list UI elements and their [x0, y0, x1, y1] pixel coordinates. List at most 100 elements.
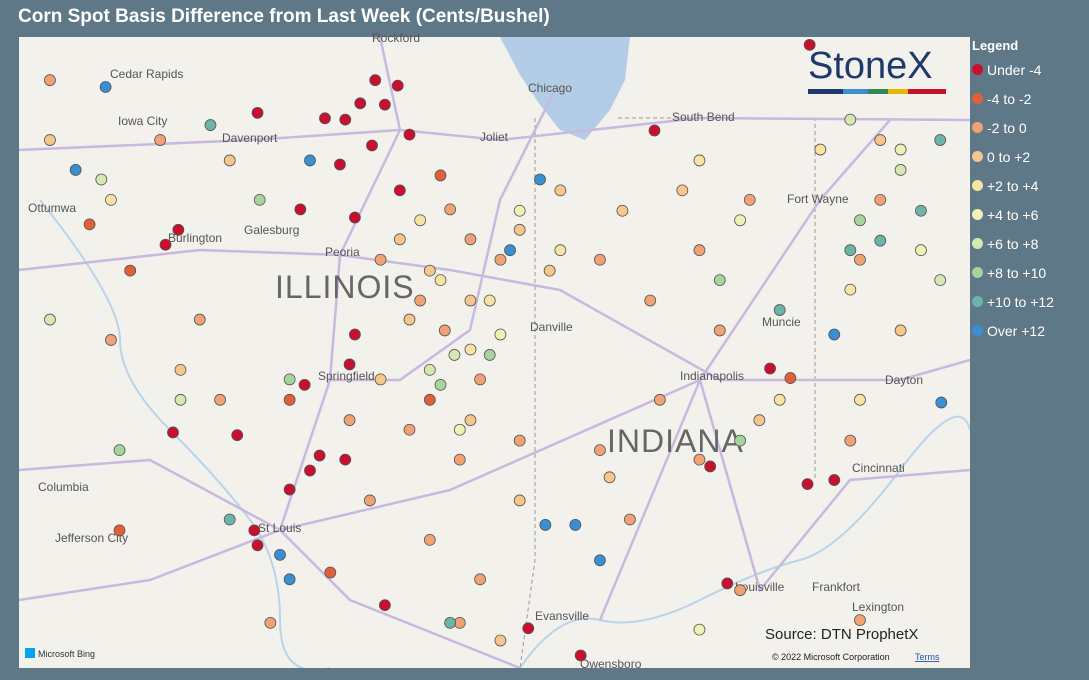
basis-point — [494, 253, 507, 266]
legend-label: 0 to +2 — [987, 148, 1031, 165]
logo: StoneX — [808, 45, 946, 94]
basis-point — [423, 393, 436, 406]
basis-point — [693, 154, 706, 167]
basis-point — [343, 414, 356, 427]
basis-point — [574, 649, 587, 662]
basis-point — [174, 363, 187, 376]
copyright: © 2022 Microsoft Corporation — [772, 652, 890, 662]
basis-point — [223, 513, 236, 526]
basis-point — [464, 294, 477, 307]
legend-swatch — [972, 151, 983, 162]
basis-point — [874, 234, 887, 247]
basis-point — [105, 334, 117, 346]
basis-point — [354, 97, 367, 110]
city-label: Peoria — [325, 245, 360, 259]
legend-item: 0 to +2 — [972, 142, 1054, 171]
legend-item: +8 to +10 — [972, 258, 1054, 287]
basis-point — [214, 393, 226, 406]
basis-point — [539, 519, 552, 531]
city-label: St Louis — [258, 521, 301, 535]
basis-point — [283, 373, 296, 386]
city-label: Cincinnati — [852, 461, 905, 475]
basis-point — [648, 124, 661, 137]
basis-point — [251, 539, 264, 552]
terms-link[interactable]: Terms — [915, 652, 940, 662]
basis-point — [894, 143, 907, 156]
city-label: Fort Wayne — [787, 192, 849, 206]
legend-item: +4 to +6 — [972, 200, 1054, 229]
basis-point — [734, 434, 747, 447]
basis-point — [616, 204, 629, 217]
basis-point — [444, 203, 457, 216]
basis-point — [474, 573, 487, 586]
legend-swatch — [972, 267, 983, 278]
basis-point — [693, 623, 706, 636]
basis-point — [378, 599, 391, 612]
basis-point — [828, 328, 841, 341]
basis-point — [894, 324, 907, 337]
city-label: Rockford — [372, 31, 420, 45]
legend-swatch — [972, 122, 983, 133]
legend-swatch — [972, 325, 983, 336]
basis-point — [543, 264, 556, 277]
basis-point — [44, 74, 56, 87]
basis-point — [935, 396, 948, 409]
city-label: Springfield — [318, 369, 375, 383]
basis-point — [721, 577, 734, 590]
basis-point — [403, 313, 416, 326]
city-label: Lexington — [852, 600, 904, 614]
basis-point — [453, 423, 466, 436]
city-label: Owensboro — [580, 657, 642, 671]
basis-point — [494, 328, 507, 341]
basis-point — [713, 324, 726, 337]
basis-point — [844, 283, 857, 296]
basis-point — [915, 204, 927, 217]
city-label: Joliet — [480, 130, 509, 144]
basis-point — [95, 173, 108, 186]
basis-point — [594, 554, 606, 567]
basis-point — [403, 423, 416, 436]
basis-point — [423, 264, 436, 277]
basis-point — [534, 173, 546, 186]
logo-text: StoneX — [808, 45, 933, 87]
basis-point — [743, 193, 756, 206]
basis-point — [603, 471, 616, 484]
basis-point — [734, 214, 747, 227]
basis-point — [828, 474, 841, 486]
basis-point — [801, 478, 814, 491]
basis-point — [414, 294, 427, 307]
basis-point — [343, 358, 356, 371]
legend-item: -4 to -2 — [972, 84, 1054, 113]
basis-point — [874, 134, 887, 146]
basis-point — [174, 393, 187, 406]
basis-point — [676, 184, 689, 197]
basis-point — [764, 362, 776, 375]
basis-point — [444, 616, 457, 629]
basis-point — [713, 274, 726, 287]
basis-point — [99, 81, 112, 93]
basis-point — [773, 393, 786, 406]
city-label: Davenport — [222, 131, 278, 145]
basis-point — [874, 193, 887, 206]
basis-point — [403, 128, 416, 141]
basis-point — [319, 112, 331, 125]
basis-point — [363, 494, 376, 507]
legend-label: +2 to +4 — [987, 177, 1039, 194]
legend-label: Under -4 — [987, 61, 1042, 78]
city-label: Frankfort — [812, 580, 861, 594]
legend-item: +10 to +12 — [972, 287, 1054, 316]
basis-point — [393, 233, 406, 246]
basis-point — [283, 393, 296, 406]
city-label: Muncie — [762, 315, 801, 329]
basis-point — [423, 363, 436, 376]
legend-swatch — [972, 64, 983, 75]
basis-point — [154, 134, 167, 146]
legend-label: +4 to +6 — [987, 206, 1039, 223]
basis-point — [464, 414, 477, 427]
basis-point — [253, 193, 266, 206]
basis-point — [734, 584, 747, 597]
basis-point — [313, 449, 326, 462]
basis-point — [366, 139, 378, 152]
legend-swatch — [972, 296, 983, 307]
